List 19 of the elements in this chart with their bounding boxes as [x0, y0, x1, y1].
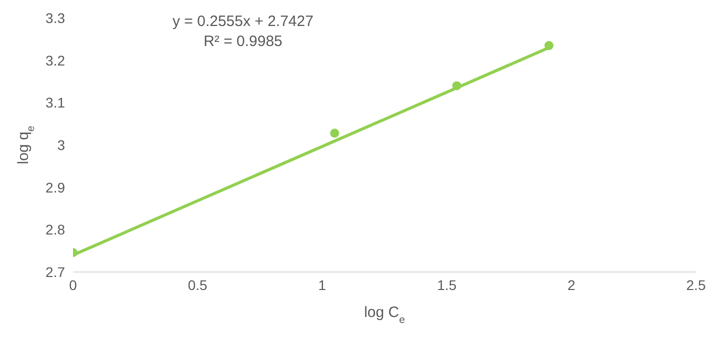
y-tick-label: 2.7	[46, 264, 66, 280]
y-tick-label: 2.8	[46, 222, 66, 238]
y-tick-label: 3.1	[46, 94, 66, 111]
annotation: R² = 0.9985	[202, 32, 284, 52]
x-tick-label: 2.5	[686, 276, 706, 293]
point	[544, 41, 554, 50]
x-tick-label: 0.5	[188, 276, 208, 293]
y-tick-label: 3.3	[46, 10, 66, 26]
x-tick-label: 1.5	[437, 276, 457, 293]
x-axis-title: log C$_{e}$	[364, 304, 406, 326]
x-tick-label: 2	[568, 276, 576, 293]
x-tick-label: 1	[318, 276, 326, 293]
point	[330, 128, 340, 138]
y-tick-label: 2.9	[46, 179, 66, 196]
y-tick-label: 3	[57, 136, 66, 153]
point	[452, 81, 462, 90]
x-tick-label: 0	[69, 276, 78, 293]
annotation: y = 0.2555x + 2.7427	[172, 12, 314, 32]
y-tick-label: 3.2	[46, 52, 66, 68]
